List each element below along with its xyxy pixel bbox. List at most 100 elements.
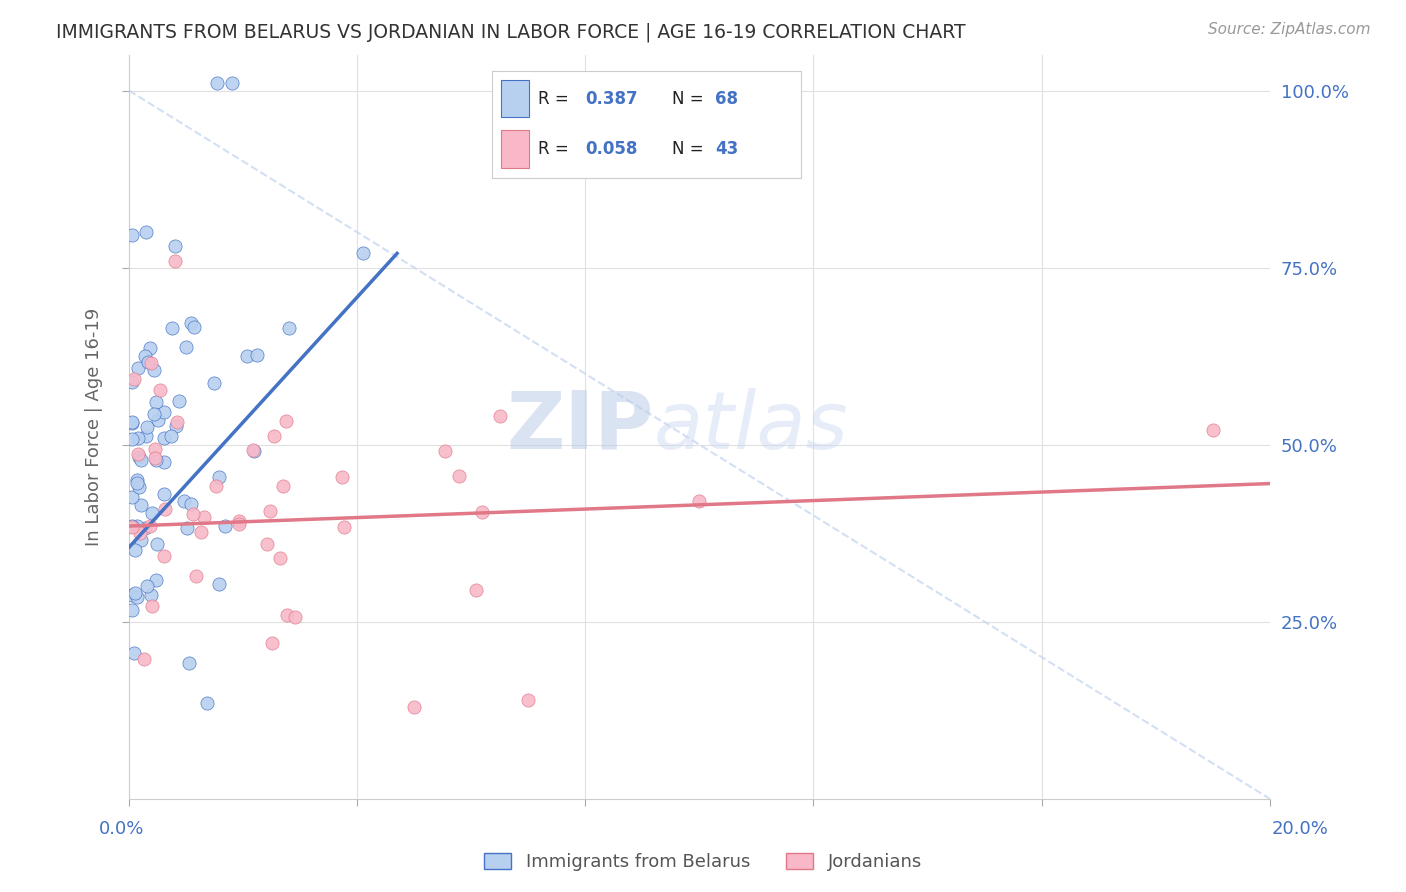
Point: [160, 321, 183, 335]
Point: [208, 577, 231, 591]
Point: [183, 319, 205, 334]
Point: [129, 533, 152, 547]
Point: [153, 455, 176, 469]
Point: [269, 551, 291, 566]
Point: [121, 519, 143, 533]
Point: [139, 341, 162, 355]
Point: [165, 419, 187, 434]
Point: [127, 473, 149, 487]
Point: [404, 699, 426, 714]
Point: [332, 470, 354, 484]
Point: [134, 350, 156, 364]
Point: [152, 487, 174, 501]
Point: [277, 321, 299, 335]
Point: [143, 442, 166, 456]
Point: [128, 450, 150, 464]
Point: [260, 636, 283, 650]
Point: [145, 451, 167, 466]
Point: [129, 452, 152, 467]
Text: 0.0%: 0.0%: [98, 820, 143, 838]
Text: R =: R =: [538, 140, 575, 158]
Point: [221, 77, 243, 91]
Point: [214, 519, 236, 533]
Point: [121, 375, 143, 389]
Point: [125, 591, 148, 605]
Point: [121, 228, 143, 243]
Point: [143, 363, 166, 377]
Point: [517, 692, 540, 706]
Text: Source: ZipAtlas.com: Source: ZipAtlas.com: [1208, 22, 1371, 37]
Point: [145, 453, 167, 467]
Text: atlas: atlas: [654, 388, 848, 466]
Text: 0.058: 0.058: [585, 140, 637, 158]
Point: [127, 518, 149, 533]
Bar: [502, 130, 529, 168]
Legend: Immigrants from Belarus, Jordanians: Immigrants from Belarus, Jordanians: [477, 846, 929, 879]
Point: [125, 475, 148, 490]
Point: [143, 407, 166, 421]
Point: [184, 568, 207, 582]
Point: [127, 431, 149, 445]
Point: [202, 376, 225, 391]
Point: [228, 514, 250, 528]
Point: [153, 501, 176, 516]
Point: [688, 494, 710, 508]
Point: [181, 507, 204, 521]
Point: [205, 479, 228, 493]
Point: [121, 416, 143, 430]
Point: [145, 394, 167, 409]
Point: [129, 498, 152, 512]
Point: [124, 586, 146, 600]
Text: 43: 43: [714, 140, 738, 158]
Point: [190, 524, 212, 539]
Point: [146, 412, 169, 426]
Point: [180, 497, 202, 511]
Point: [135, 225, 157, 239]
Point: [153, 431, 176, 445]
Point: [153, 405, 176, 419]
Point: [134, 521, 156, 535]
Text: N =: N =: [672, 140, 709, 158]
Point: [121, 416, 143, 430]
Point: [127, 447, 149, 461]
Point: [139, 356, 162, 370]
Point: [121, 603, 143, 617]
Point: [163, 253, 186, 268]
Point: [136, 579, 159, 593]
Point: [193, 509, 215, 524]
Text: R =: R =: [538, 90, 575, 108]
Point: [236, 349, 259, 363]
Point: [141, 587, 163, 601]
Point: [163, 239, 186, 253]
Point: [138, 519, 160, 533]
Point: [153, 549, 176, 563]
Point: [134, 652, 156, 666]
Point: [256, 537, 278, 551]
Bar: [502, 80, 529, 118]
Point: [138, 355, 160, 369]
Point: [124, 543, 146, 558]
Point: [176, 340, 198, 354]
Point: [246, 348, 269, 362]
Point: [121, 588, 143, 602]
Point: [243, 444, 266, 458]
Point: [122, 371, 145, 385]
Point: [1201, 424, 1223, 438]
Point: [352, 246, 374, 260]
Point: [271, 478, 294, 492]
Point: [128, 480, 150, 494]
Point: [449, 469, 471, 483]
Text: N =: N =: [672, 90, 709, 108]
Point: [471, 505, 494, 519]
Point: [166, 415, 188, 429]
Text: 20.0%: 20.0%: [1272, 820, 1329, 838]
Point: [434, 444, 457, 458]
Point: [464, 582, 486, 597]
Point: [159, 429, 181, 443]
Point: [149, 383, 172, 397]
Text: ZIP: ZIP: [506, 388, 654, 466]
Point: [284, 610, 307, 624]
Point: [259, 504, 281, 518]
Point: [135, 429, 157, 443]
Y-axis label: In Labor Force | Age 16-19: In Labor Force | Age 16-19: [86, 308, 103, 546]
